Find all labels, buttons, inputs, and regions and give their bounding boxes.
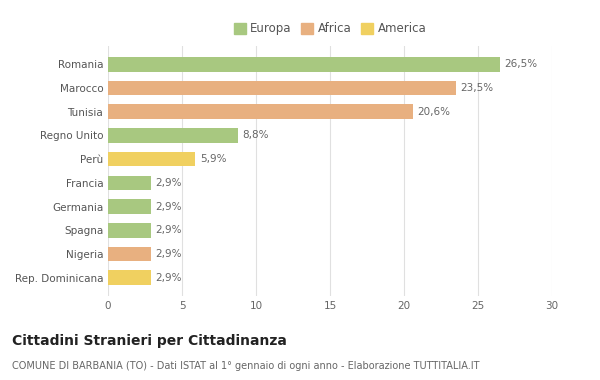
Bar	[108, 223, 151, 238]
Bar	[108, 270, 151, 285]
Text: COMUNE DI BARBANIA (TO) - Dati ISTAT al 1° gennaio di ogni anno - Elaborazione T: COMUNE DI BARBANIA (TO) - Dati ISTAT al …	[12, 361, 479, 371]
Bar	[108, 105, 413, 119]
Text: Cittadini Stranieri per Cittadinanza: Cittadini Stranieri per Cittadinanza	[12, 334, 287, 348]
Legend: Europa, Africa, America: Europa, Africa, America	[230, 19, 430, 39]
Bar	[108, 176, 151, 190]
Bar	[108, 247, 151, 261]
Text: 2,9%: 2,9%	[155, 273, 182, 283]
Bar	[108, 57, 500, 72]
Text: 20,6%: 20,6%	[418, 107, 451, 117]
Bar	[108, 152, 196, 166]
Text: 2,9%: 2,9%	[155, 249, 182, 259]
Text: 2,9%: 2,9%	[155, 225, 182, 235]
Text: 8,8%: 8,8%	[242, 130, 269, 141]
Text: 5,9%: 5,9%	[200, 154, 226, 164]
Text: 23,5%: 23,5%	[460, 83, 493, 93]
Text: 26,5%: 26,5%	[505, 59, 538, 69]
Bar	[108, 128, 238, 143]
Text: 2,9%: 2,9%	[155, 178, 182, 188]
Text: 2,9%: 2,9%	[155, 201, 182, 212]
Bar	[108, 199, 151, 214]
Bar	[108, 81, 456, 95]
